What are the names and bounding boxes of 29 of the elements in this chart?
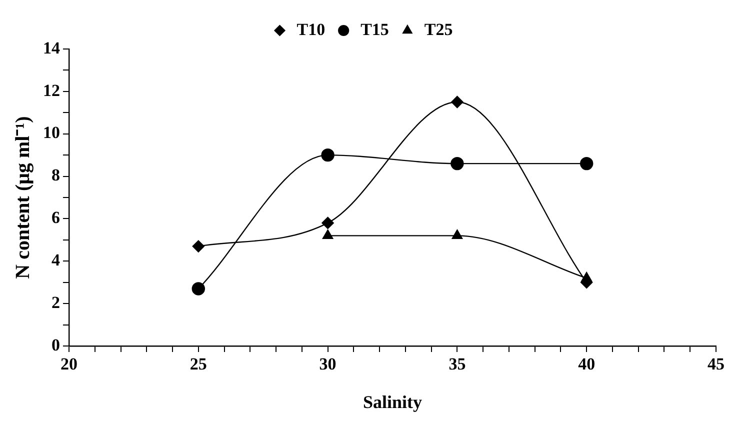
point <box>451 96 464 108</box>
x-tick-label: 25 <box>190 354 207 374</box>
x-tick-label: 35 <box>448 354 466 374</box>
x-tick-label: 30 <box>319 354 336 374</box>
x-axis-title: Salinity <box>362 392 422 412</box>
point <box>580 156 594 170</box>
x-tick-label: 45 <box>708 354 724 374</box>
point <box>321 148 334 162</box>
legend-label: T10 <box>296 20 326 39</box>
y-tick-label: 10 <box>43 123 60 142</box>
point <box>192 282 205 296</box>
y-tick-label: 14 <box>43 38 60 58</box>
point <box>322 230 334 240</box>
y-tick-label: 12 <box>43 80 60 100</box>
point <box>581 272 592 282</box>
y-tick-label: 6 <box>52 208 60 228</box>
y-tick-label: 8 <box>52 166 60 185</box>
y-tick-label: 0 <box>52 335 60 354</box>
y-tick-label: 4 <box>52 250 60 270</box>
point <box>192 240 204 252</box>
point <box>322 216 334 230</box>
legend-label: T15 <box>360 20 389 39</box>
x-tick-label: 40 <box>578 354 596 374</box>
x-tick-label: 20 <box>60 354 78 374</box>
y-tick-label: 2 <box>52 292 60 312</box>
y-axis-title: N content (μg ml⁻¹) <box>12 116 34 279</box>
point <box>450 156 464 170</box>
point <box>452 230 463 240</box>
legend-label: T25 <box>424 20 453 39</box>
